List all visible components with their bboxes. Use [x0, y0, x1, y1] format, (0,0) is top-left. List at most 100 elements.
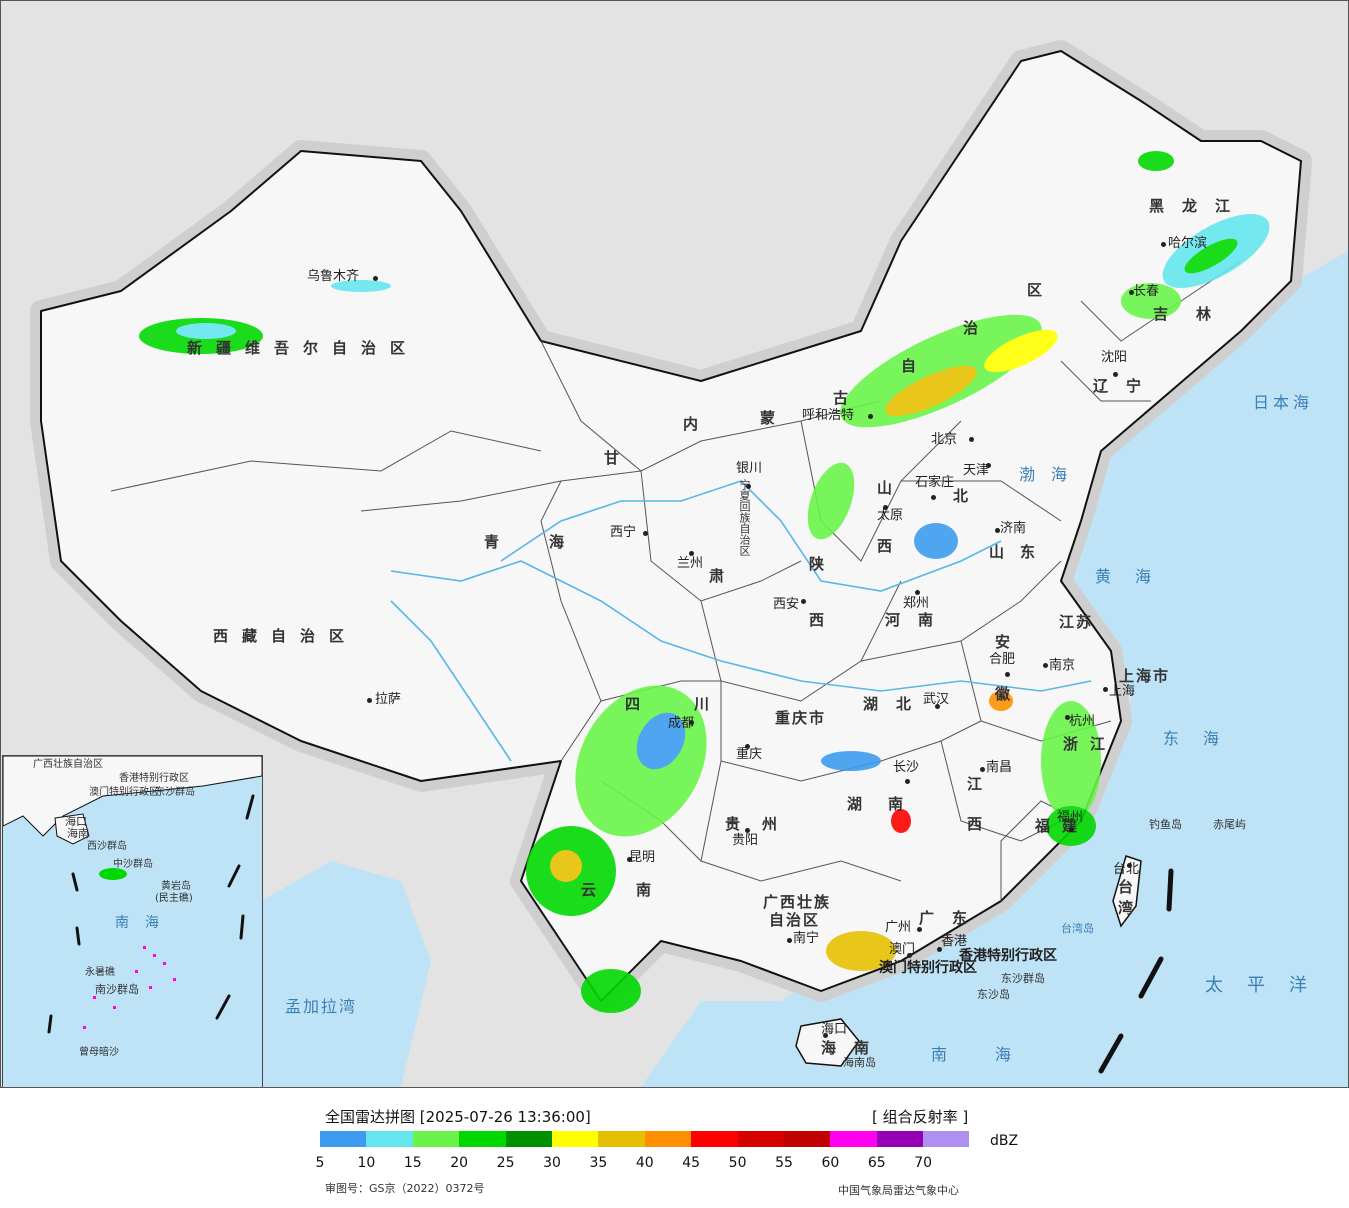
capital-marker [969, 437, 974, 442]
city-label-shijiazhuang: 石家庄 [915, 475, 955, 490]
legend-review-number: 审图号：GS京（2022）0372号 [325, 1182, 485, 1195]
city-label-tianjin: 天津 [963, 463, 990, 478]
legend-tick-label: 65 [867, 1155, 886, 1171]
island-label-diaoyudao: 钓鱼岛 [1149, 818, 1182, 831]
city-label-lanzhou: 兰州 [677, 556, 704, 571]
province-label-anhui-1: 安 [995, 633, 1025, 651]
province-label-jiangsu: 江苏 [1059, 613, 1094, 631]
inset-canvas [3, 756, 262, 1034]
city-label-nanning: 南宁 [793, 931, 820, 946]
inset-label-yongshu: 永暑礁 [85, 967, 115, 978]
legend-swatch [644, 1131, 692, 1147]
city-dot [883, 505, 888, 510]
boundary-dashes [1098, 868, 1174, 1074]
city-dot [1113, 372, 1118, 377]
inset-label-hainan: 海南 [67, 827, 89, 840]
legend-tick-label: 35 [589, 1155, 608, 1171]
city-dot [1005, 672, 1010, 677]
province-label-neimenggu-6: 区 [1027, 281, 1057, 299]
province-label-hainan: 海南 [821, 1039, 888, 1057]
city-dot [373, 276, 378, 281]
city-dot [1129, 290, 1134, 295]
province-label-hunan: 湖南 [847, 795, 930, 813]
legend-swatch [830, 1131, 877, 1147]
legend-tick-label: 60 [821, 1155, 840, 1171]
city-dot [1127, 863, 1132, 868]
city-label-xining: 西宁 [610, 525, 637, 540]
province-label-jilin: 吉林 [1153, 305, 1240, 323]
legend-swatch [783, 1131, 831, 1147]
city-dot [980, 767, 985, 772]
city-dot [907, 953, 912, 958]
legend-tick-label: 15 [403, 1155, 422, 1171]
legend-product: [ 组合反射率 ] [872, 1108, 969, 1126]
province-label-hubei: 湖北 [863, 695, 930, 713]
map-canvas [30, 40, 1348, 1087]
province-label-neimenggu-2: 蒙 [760, 409, 790, 427]
city-label-chongqing: 重庆 [736, 747, 763, 762]
legend-tick-label: 5 [315, 1155, 325, 1171]
sea-label-bohai: 渤海 [1019, 465, 1084, 484]
legend-swatch [366, 1131, 413, 1147]
legend-tick-label: 70 [914, 1155, 933, 1171]
legend-color-bar [320, 1131, 970, 1147]
sea-bay-of-bengal [261, 861, 431, 1087]
legend-swatch [876, 1131, 924, 1147]
province-label-xinjiang: 新疆维吾尔自治区 [187, 339, 420, 357]
city-dot [1043, 663, 1048, 668]
legend-tick-label: 20 [450, 1155, 469, 1171]
city-label-aomen: 澳门 [889, 942, 916, 957]
city-label-nanjing: 南京 [1049, 658, 1076, 673]
legend-tick-label: 30 [543, 1155, 561, 1171]
legend-swatch [923, 1131, 970, 1147]
province-label-guangdong: 广东 [919, 909, 986, 927]
sea-label-ribenhai: 日本海 [1253, 393, 1314, 412]
province-label-shaanxi-1: 陕 [809, 555, 839, 573]
legend-swatch [691, 1131, 738, 1147]
legend-swatch [737, 1131, 784, 1147]
sea-label-huanghai: 黄海 [1095, 567, 1176, 586]
city-dot [745, 744, 750, 749]
city-dot [627, 857, 632, 862]
inset-label-nansha: 南沙群岛 [95, 983, 139, 996]
inset-label-nanhai: 南海 [115, 915, 175, 931]
province-label-shanxi-1: 山 [877, 479, 907, 497]
legend-swatch [459, 1131, 506, 1147]
city-label-guiyang: 贵阳 [732, 833, 759, 848]
province-label-jiangxi-2: 西 [967, 815, 997, 833]
city-dot [1103, 687, 1108, 692]
province-label-hebei: 北 [953, 487, 983, 505]
province-label-hk: 香港特别行政区 [959, 948, 1057, 964]
legend-title: 全国雷达拼图 [2025-07-26 13:36:00] [325, 1108, 591, 1126]
city-label-taibei: 台北 [1113, 862, 1140, 877]
legend-swatch [412, 1131, 460, 1147]
province-label-chongqing: 重庆市 [775, 709, 827, 727]
radar-echoes [139, 151, 1270, 1013]
island-label-taiwandao: 台湾岛 [1061, 922, 1094, 935]
province-label-liaoning: 辽宁 [1093, 377, 1160, 395]
sea-label-nanhai: 南海 [931, 1045, 1060, 1064]
city-label-fuzhou: 福州 [1057, 810, 1084, 825]
province-label-sichuan: 四川 [625, 695, 764, 713]
city-dot [1065, 715, 1070, 720]
city-dot [643, 531, 648, 536]
sea-japan [1191, 251, 1348, 471]
province-label-heilongjiang: 黑龙江 [1149, 197, 1249, 215]
legend-tick-label: 40 [635, 1155, 654, 1171]
province-label-gansu: 甘 [604, 449, 634, 467]
province-label-neimenggu-5: 治 [963, 319, 993, 337]
city-dot [995, 528, 1000, 533]
city-dot [689, 551, 694, 556]
rivers [390, 480, 1092, 762]
city-dot [931, 495, 936, 500]
island-label-dongsha: 东沙群岛 [1001, 972, 1045, 985]
city-label-shanghai: 上海 [1109, 684, 1136, 699]
city-dot [689, 720, 694, 725]
island-label-hainandao: 海南岛 [843, 1056, 876, 1069]
legend-source: 中国气象局雷达气象中心 [838, 1184, 959, 1197]
city-dot [745, 828, 750, 833]
city-label-shenyang: 沈阳 [1101, 350, 1128, 365]
province-label-shanxi-2: 西 [877, 537, 907, 555]
city-label-yinchuan: 银川 [736, 461, 763, 476]
province-label-neimenggu-1: 内 [683, 415, 713, 433]
